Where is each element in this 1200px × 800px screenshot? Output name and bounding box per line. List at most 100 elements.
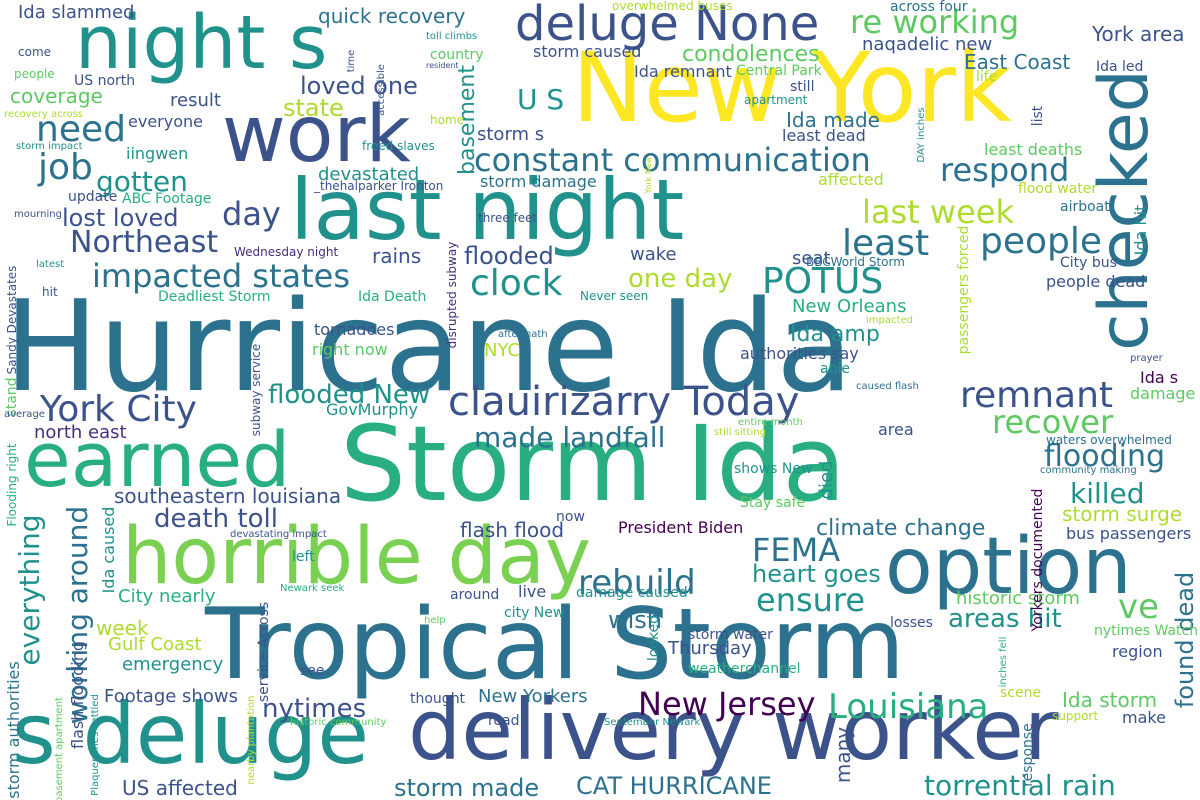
word-remnant: remnant (960, 375, 1114, 416)
word-looked: looked (644, 610, 664, 666)
word-ida-storm: Ida storm (1062, 688, 1158, 712)
word-people-small: people (14, 67, 55, 81)
word-southeastern-louisiana: southeastern louisiana (114, 484, 342, 508)
word-toll-climbs: toll climbs (426, 31, 478, 42)
word-overwhelmed-buses: overwhelmed buses (612, 0, 733, 13)
word-thought: thought (410, 691, 466, 707)
word-york-new: York New (642, 150, 656, 200)
word-impacted-states: impacted states (92, 257, 351, 295)
word-emergency: emergency (122, 654, 224, 675)
word-naqadelic-new: naqadelic new (862, 34, 993, 55)
word-ida-slammed: Ida slammed (18, 2, 135, 23)
word-see: see (300, 663, 325, 679)
word-constant-communication: constant communication (474, 141, 871, 179)
word-storm-made: storm made (394, 774, 540, 800)
word-devastated: devastated (318, 164, 420, 185)
word-accessible-rotated: accessible (376, 64, 387, 116)
word-climate-change: climate change (816, 516, 986, 541)
word-september-newark: September Newark (604, 717, 701, 728)
word-us-north: US north (74, 73, 136, 89)
word-loved-one: loved one (300, 72, 418, 100)
word-disrupted-subway-rotated: disrupted subway (445, 241, 459, 349)
word-tornadoes: tornadoes (314, 320, 395, 339)
word-respond: respond (940, 151, 1070, 189)
word-make: make (1122, 708, 1166, 727)
word-looked-rotated: looked (646, 614, 662, 662)
word-fema: FEMA (752, 531, 841, 569)
word-need: need (36, 109, 126, 150)
word-least-deaths: least deaths (984, 140, 1083, 159)
word-new-orleans: New Orleans (792, 296, 907, 317)
word-new-york: New York (572, 32, 1012, 144)
word-time: time (344, 46, 360, 76)
word-weatherchannel: weatherchannel (688, 661, 801, 677)
word-inches-fell: inches fell (996, 630, 1012, 694)
word-damage: damage (1130, 384, 1196, 403)
word-accessible: accessible (374, 60, 390, 120)
word-gotten: gotten (96, 165, 188, 198)
word-freed-slaves: freed slaves (362, 139, 435, 153)
word-ida-made: Ida made (786, 108, 880, 132)
word-rebuild: rebuild (578, 563, 696, 603)
word-east-coast: East Coast (964, 50, 1071, 74)
word-inches-fell-rotated: inches fell (998, 636, 1009, 688)
word-stay-safe: Stay safe (740, 495, 806, 511)
word-thehalparker-ironton: _thehalparker Ironton (314, 179, 444, 193)
word-around: around (450, 587, 500, 603)
word-caused-flash: caused flash (856, 381, 919, 392)
word-response-rotated: response (1020, 723, 1036, 787)
word-airboat: airboat (1060, 199, 1110, 215)
word-devastating-impact: devastating impact (230, 529, 327, 540)
word-tropical-storm: Tropical Storm (205, 588, 905, 702)
word-ida-hit: Ida hit (1126, 200, 1156, 260)
word-deluge-none: deluge None (515, 0, 820, 52)
word-central-park: Central Park (736, 63, 822, 79)
word-louisiana: Louisiana (828, 687, 989, 727)
word-ida-amp: Ida amp (790, 322, 880, 347)
word-gulf-coast: Gulf Coast (108, 634, 202, 655)
word-city-bus: City bus (1060, 255, 1117, 271)
word-potus: POTUS (762, 261, 884, 302)
word-result: result (170, 90, 221, 111)
word-found-dead: found dead (1170, 560, 1200, 720)
word-able: able (820, 361, 850, 377)
word-people: people (980, 221, 1103, 262)
word-service-across-rotated: service Across (256, 601, 272, 703)
word-storm-authorities-rotated: storm authorities (4, 661, 23, 799)
word-president-biden: President Biden (618, 518, 744, 537)
word-latest: latest (36, 259, 65, 270)
word-left: left (292, 549, 315, 565)
word-three-feet: three feet (478, 211, 538, 225)
word-affected: affected (818, 170, 884, 189)
word-historic-community: historic community (290, 717, 387, 728)
word-ida-led: Ida led (1096, 59, 1144, 75)
word-many-rotated: many (831, 726, 855, 784)
word-s-deluge: s deluge (12, 685, 370, 783)
word-ida-s: Ida s (1140, 368, 1179, 387)
word-storm-damage: storm damage (480, 172, 597, 191)
word-flash-flood: flash flood (460, 518, 565, 542)
word-yorkers-documented: Yorkers documented (1026, 489, 1050, 632)
word-ida-death: Ida Death (358, 289, 427, 305)
word-wednesday-night: Wednesday night (234, 245, 339, 259)
word-flooded: flooded (464, 242, 554, 270)
word-quick-recovery: quick recovery (318, 4, 466, 28)
word-horrible-day: horrible day (122, 512, 592, 602)
word-lost-loved: lost loved (62, 204, 179, 232)
word-died: died (812, 450, 842, 510)
word-ida-caused-rotated: Ida caused (99, 506, 118, 594)
word-aftermath: aftermath (498, 329, 548, 340)
word-apartment: apartment (744, 93, 808, 107)
word-new-yorkers: New Yorkers (478, 686, 588, 707)
word-home: home (430, 113, 465, 127)
word-recovery-across: recovery across (4, 109, 83, 120)
word-heart-goes: heart goes (752, 560, 881, 588)
word-bbcworld-storm: BBCWorld Storm (806, 255, 905, 269)
word-scene: scene (1000, 685, 1042, 701)
word-never-seen: Never seen (580, 289, 649, 303)
word-nearby-plantation-rotated: nearby plantation (246, 695, 257, 785)
word-wish: wish (608, 606, 663, 634)
word-flooding-right-rotated: Flooding right (5, 443, 19, 527)
word-last-night: last night (290, 161, 685, 259)
word-now: now (556, 509, 585, 525)
